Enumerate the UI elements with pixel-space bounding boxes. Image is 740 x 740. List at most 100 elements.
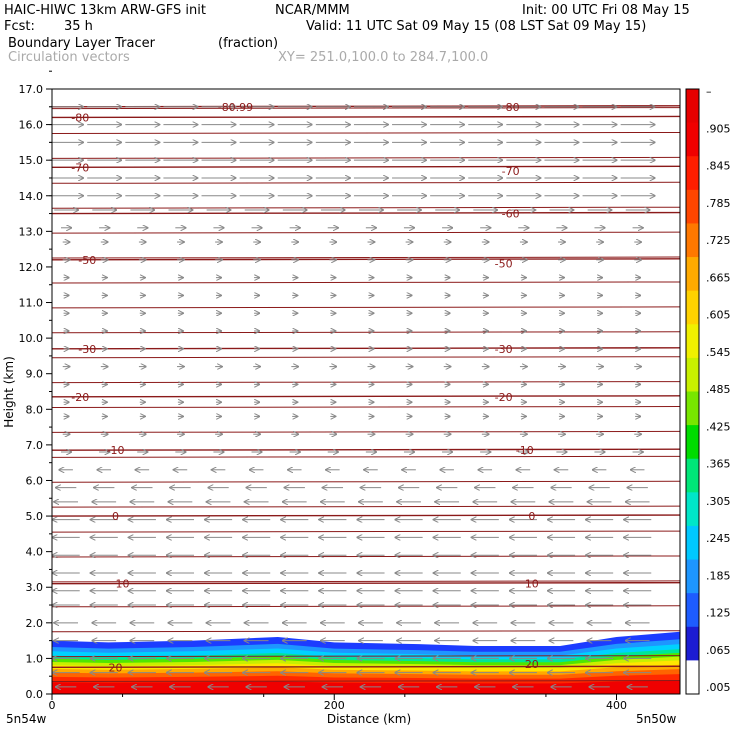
y-tick-label: 14.0 — [19, 190, 44, 203]
fcst-value: 35 h — [64, 19, 93, 34]
colorbar-swatch — [686, 425, 699, 460]
colorbar: .005 .065 .125 .185 .245 .305 .365 .425 .485 .545… — [685, 85, 731, 695]
x-right-location: 5n50w — [636, 712, 677, 726]
y-tick-label: 16.0 — [19, 119, 44, 132]
colorbar-label: .545 — [706, 346, 731, 359]
isotherm-lines — [51, 105, 681, 683]
y-tick-label: 12.0 — [19, 261, 44, 274]
field-units: (fraction) — [218, 36, 279, 51]
contour-label: -30 — [78, 343, 96, 356]
init-time: Init: 00 UTC Fri 08 May 15 — [522, 3, 690, 18]
circulation-vectors — [49, 107, 655, 687]
field-name: Boundary Layer Tracer — [8, 36, 155, 51]
contour-label: 0 — [528, 510, 535, 523]
isotherm-line — [51, 680, 681, 683]
y-tick-label: 4.0 — [26, 546, 44, 559]
isotherm-line — [51, 514, 681, 517]
y-tick-label: 10.0 — [19, 332, 44, 345]
contour-label: 20 — [525, 658, 539, 671]
valid-time: Valid: 11 UTC Sat 09 May 15 (08 LST Sat … — [306, 19, 647, 34]
colorbar-label: .185 — [706, 569, 731, 582]
isotherm-line — [51, 630, 681, 633]
contour-label: -50 — [78, 254, 96, 267]
isotherm-line — [51, 165, 681, 168]
isotherm-line — [51, 505, 681, 508]
colorbar-swatch — [686, 89, 699, 124]
vectors-label: Circulation vectors — [8, 50, 130, 65]
colorbar-label: .365 — [706, 458, 731, 471]
y-axis: 0.0 1.0 2.0 3.0 4.0 5.0 6.0 7.0 8.0 9.0 10.0 11.0 12… — [19, 70, 52, 701]
colorbar-swatch — [686, 257, 699, 292]
isotherm-line — [51, 430, 681, 433]
model-title: HAIC-HIWC 13km ARW-GFS init — [4, 3, 206, 18]
isotherm-line — [51, 115, 681, 119]
colorbar-swatch — [686, 122, 699, 157]
org-label: NCAR/MMM — [275, 3, 350, 18]
isotherm-line — [51, 231, 681, 234]
isotherm-line — [51, 665, 681, 669]
isotherm-line — [51, 448, 681, 451]
colorbar-label: .305 — [706, 495, 731, 508]
colorbar-swatch — [686, 525, 699, 561]
isotherm-line — [51, 281, 681, 284]
colorbar-swatch — [686, 324, 699, 359]
colorbar-label: – — [706, 85, 712, 98]
x-tick-label: 400 — [606, 699, 627, 712]
y-tick-label: 7.0 — [26, 439, 44, 452]
contour-label: -70 — [71, 161, 89, 174]
y-tick-label: 0.0 — [26, 688, 44, 701]
contour-label: -30 — [495, 343, 513, 356]
colorbar-swatch — [686, 492, 699, 527]
isotherm-line — [51, 331, 681, 334]
isotherm-line — [51, 381, 681, 384]
contour-label: 0 — [112, 510, 119, 523]
colorbar-label: .905 — [706, 122, 731, 135]
colorbar-label: .785 — [706, 197, 731, 210]
x-left-location: 5n54w — [6, 712, 47, 726]
colorbar-swatch — [686, 593, 699, 628]
isotherm-line — [51, 306, 681, 309]
colorbar-label: .125 — [706, 607, 731, 620]
colorbar-swatch — [686, 357, 699, 392]
x-tick-label: 0 — [49, 699, 56, 712]
y-tick-label: 13.0 — [19, 225, 44, 238]
isotherm-line — [51, 480, 681, 483]
colorbar-swatch — [686, 626, 699, 661]
colorbar-label: .245 — [706, 532, 731, 545]
x-axis-title: Distance (km) — [327, 712, 411, 726]
y-tick-label: 3.0 — [26, 581, 44, 594]
colorbar-label: .005 — [706, 681, 731, 694]
colorbar-swatch — [686, 223, 699, 258]
isotherm-line — [51, 258, 681, 261]
y-tick-label: 9.0 — [26, 368, 44, 381]
contour-label: 20 — [109, 661, 123, 674]
contour-label: -80.99 — [218, 101, 253, 114]
contour-label: 10 — [116, 578, 130, 591]
x-axis: 0 200 400 — [49, 694, 627, 712]
isotherm-line — [51, 256, 681, 259]
isotherm-line — [51, 406, 681, 409]
y-tick-label: 8.0 — [26, 403, 44, 416]
colorbar-label: .065 — [706, 644, 731, 657]
contour-label: 10 — [525, 578, 539, 591]
colorbar-swatch — [686, 189, 699, 224]
colorbar-label: .845 — [706, 160, 731, 173]
isotherm-line — [51, 455, 681, 458]
isotherm-line — [51, 580, 681, 583]
colorbar-swatch — [686, 458, 699, 493]
isotherm-line — [51, 605, 681, 608]
isotherm-line — [51, 347, 681, 350]
colorbar-label: .605 — [706, 309, 731, 322]
y-tick-label: 6.0 — [26, 474, 44, 487]
isotherm-line — [51, 356, 681, 359]
fcst-label: Fcst: — [4, 19, 35, 34]
contour-label: -80 — [502, 101, 520, 114]
isotherm-line — [51, 107, 681, 110]
isotherm-line — [51, 131, 681, 134]
y-tick-label: 1.0 — [26, 652, 44, 665]
y-tick-label: 15.0 — [19, 154, 44, 167]
isotherm-line — [51, 655, 681, 658]
y-tick-label: 17.0 — [19, 83, 44, 96]
contour-label: -20 — [495, 391, 513, 404]
